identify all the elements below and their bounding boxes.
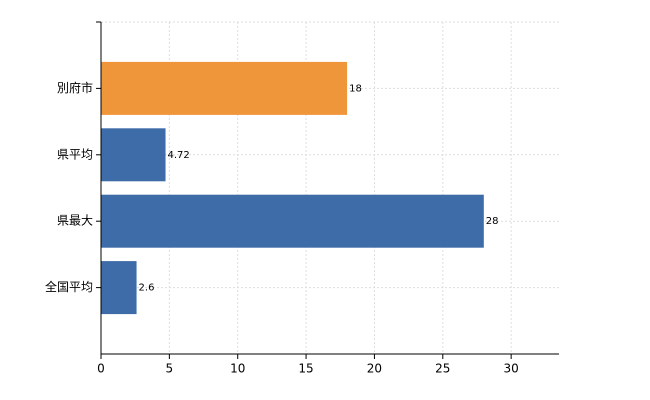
value-label: 28 — [486, 216, 499, 227]
x-tick-label: 15 — [298, 362, 313, 376]
bar — [101, 194, 484, 248]
bar — [101, 261, 137, 315]
bar — [101, 128, 166, 182]
y-tick-label: 別府市 — [57, 80, 93, 95]
y-tick-label: 全国平均 — [45, 279, 93, 294]
x-tick-label: 5 — [166, 362, 174, 376]
x-tick-label: 20 — [367, 362, 382, 376]
value-label: 4.72 — [168, 150, 190, 161]
x-tick-label: 25 — [435, 362, 450, 376]
value-label: 18 — [349, 83, 362, 94]
y-tick-label: 県最大 — [57, 214, 93, 228]
x-tick-label: 0 — [97, 362, 105, 376]
y-tick-label: 県平均 — [57, 147, 93, 161]
bar — [101, 61, 348, 115]
x-tick-label: 30 — [504, 362, 519, 376]
value-label: 2.6 — [139, 283, 155, 294]
x-tick-label: 10 — [230, 362, 245, 376]
